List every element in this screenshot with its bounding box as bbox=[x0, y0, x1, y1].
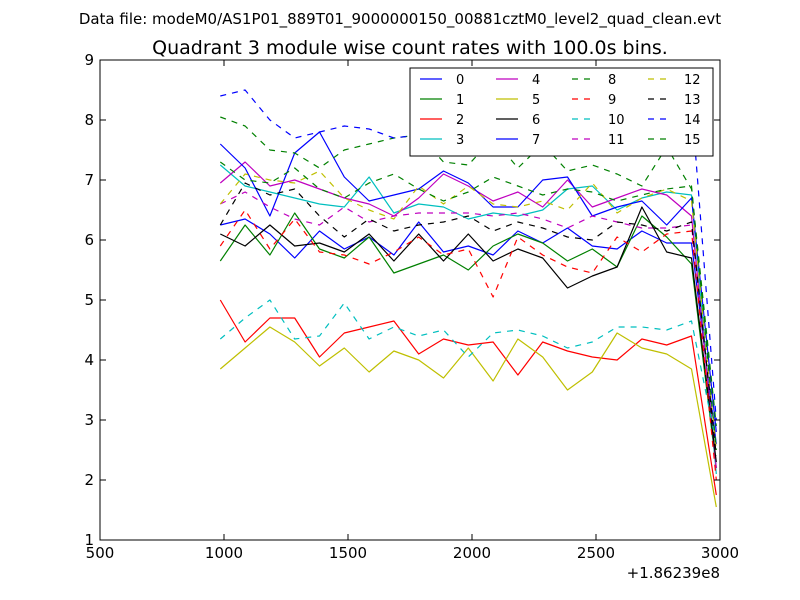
series-line-15 bbox=[219, 161, 717, 451]
series-line-5 bbox=[219, 326, 717, 508]
legend-label-7: 7 bbox=[532, 133, 540, 148]
legend-label-14: 14 bbox=[684, 113, 701, 128]
legend-label-3: 3 bbox=[456, 133, 464, 148]
series-line-4 bbox=[219, 161, 717, 469]
figure-suptitle: Data file: modeM0/AS1P01_889T01_90000001… bbox=[79, 10, 721, 29]
series-line-13 bbox=[219, 182, 717, 457]
x-tick-label: 500 bbox=[86, 544, 115, 562]
y-tick-label: 7 bbox=[84, 171, 94, 189]
y-tick-label: 8 bbox=[84, 111, 94, 129]
plot-frame bbox=[99, 59, 721, 541]
legend-label-8: 8 bbox=[608, 73, 616, 88]
legend-label-0: 0 bbox=[456, 73, 464, 88]
legend-label-12: 12 bbox=[684, 73, 701, 88]
legend-label-5: 5 bbox=[532, 93, 540, 108]
x-tick-label: 2500 bbox=[577, 544, 615, 562]
y-tick-label: 3 bbox=[84, 411, 94, 429]
series-line-6 bbox=[220, 206, 717, 463]
series-line-0 bbox=[220, 218, 717, 445]
series-line-7 bbox=[219, 131, 717, 433]
y-tick-label: 2 bbox=[84, 471, 94, 489]
series-line-11 bbox=[220, 191, 717, 457]
series-line-10 bbox=[219, 299, 717, 445]
y-tick-label: 4 bbox=[84, 351, 94, 369]
y-tick-label: 6 bbox=[84, 231, 94, 249]
x-tick-label: 1500 bbox=[329, 544, 367, 562]
chart-title: Quadrant 3 module wise count rates with … bbox=[152, 37, 668, 59]
legend-label-10: 10 bbox=[608, 113, 625, 128]
legend-label-2: 2 bbox=[456, 113, 464, 128]
series-line-1 bbox=[219, 212, 717, 469]
y-tick-label: 1 bbox=[84, 531, 94, 549]
series-line-2 bbox=[219, 299, 717, 496]
legend-label-13: 13 bbox=[684, 93, 701, 108]
x-tick-label: 1000 bbox=[205, 544, 243, 562]
legend-label-15: 15 bbox=[684, 133, 701, 148]
x-tick-label: 3000 bbox=[701, 544, 739, 562]
series-line-12 bbox=[219, 170, 717, 451]
legend-frame bbox=[409, 67, 714, 157]
y-tick-label: 9 bbox=[84, 51, 94, 69]
legend-label-1: 1 bbox=[456, 93, 464, 108]
x-tick-label: 2000 bbox=[453, 544, 491, 562]
legend-label-9: 9 bbox=[608, 93, 616, 108]
legend-label-6: 6 bbox=[532, 113, 540, 128]
x-offset-label: +1.86239e8 bbox=[627, 564, 720, 582]
series-line-3 bbox=[219, 164, 717, 475]
y-tick-label: 5 bbox=[84, 291, 94, 309]
series-layer bbox=[219, 89, 717, 508]
legend-label-11: 11 bbox=[608, 133, 625, 148]
legend-label-4: 4 bbox=[532, 73, 540, 88]
